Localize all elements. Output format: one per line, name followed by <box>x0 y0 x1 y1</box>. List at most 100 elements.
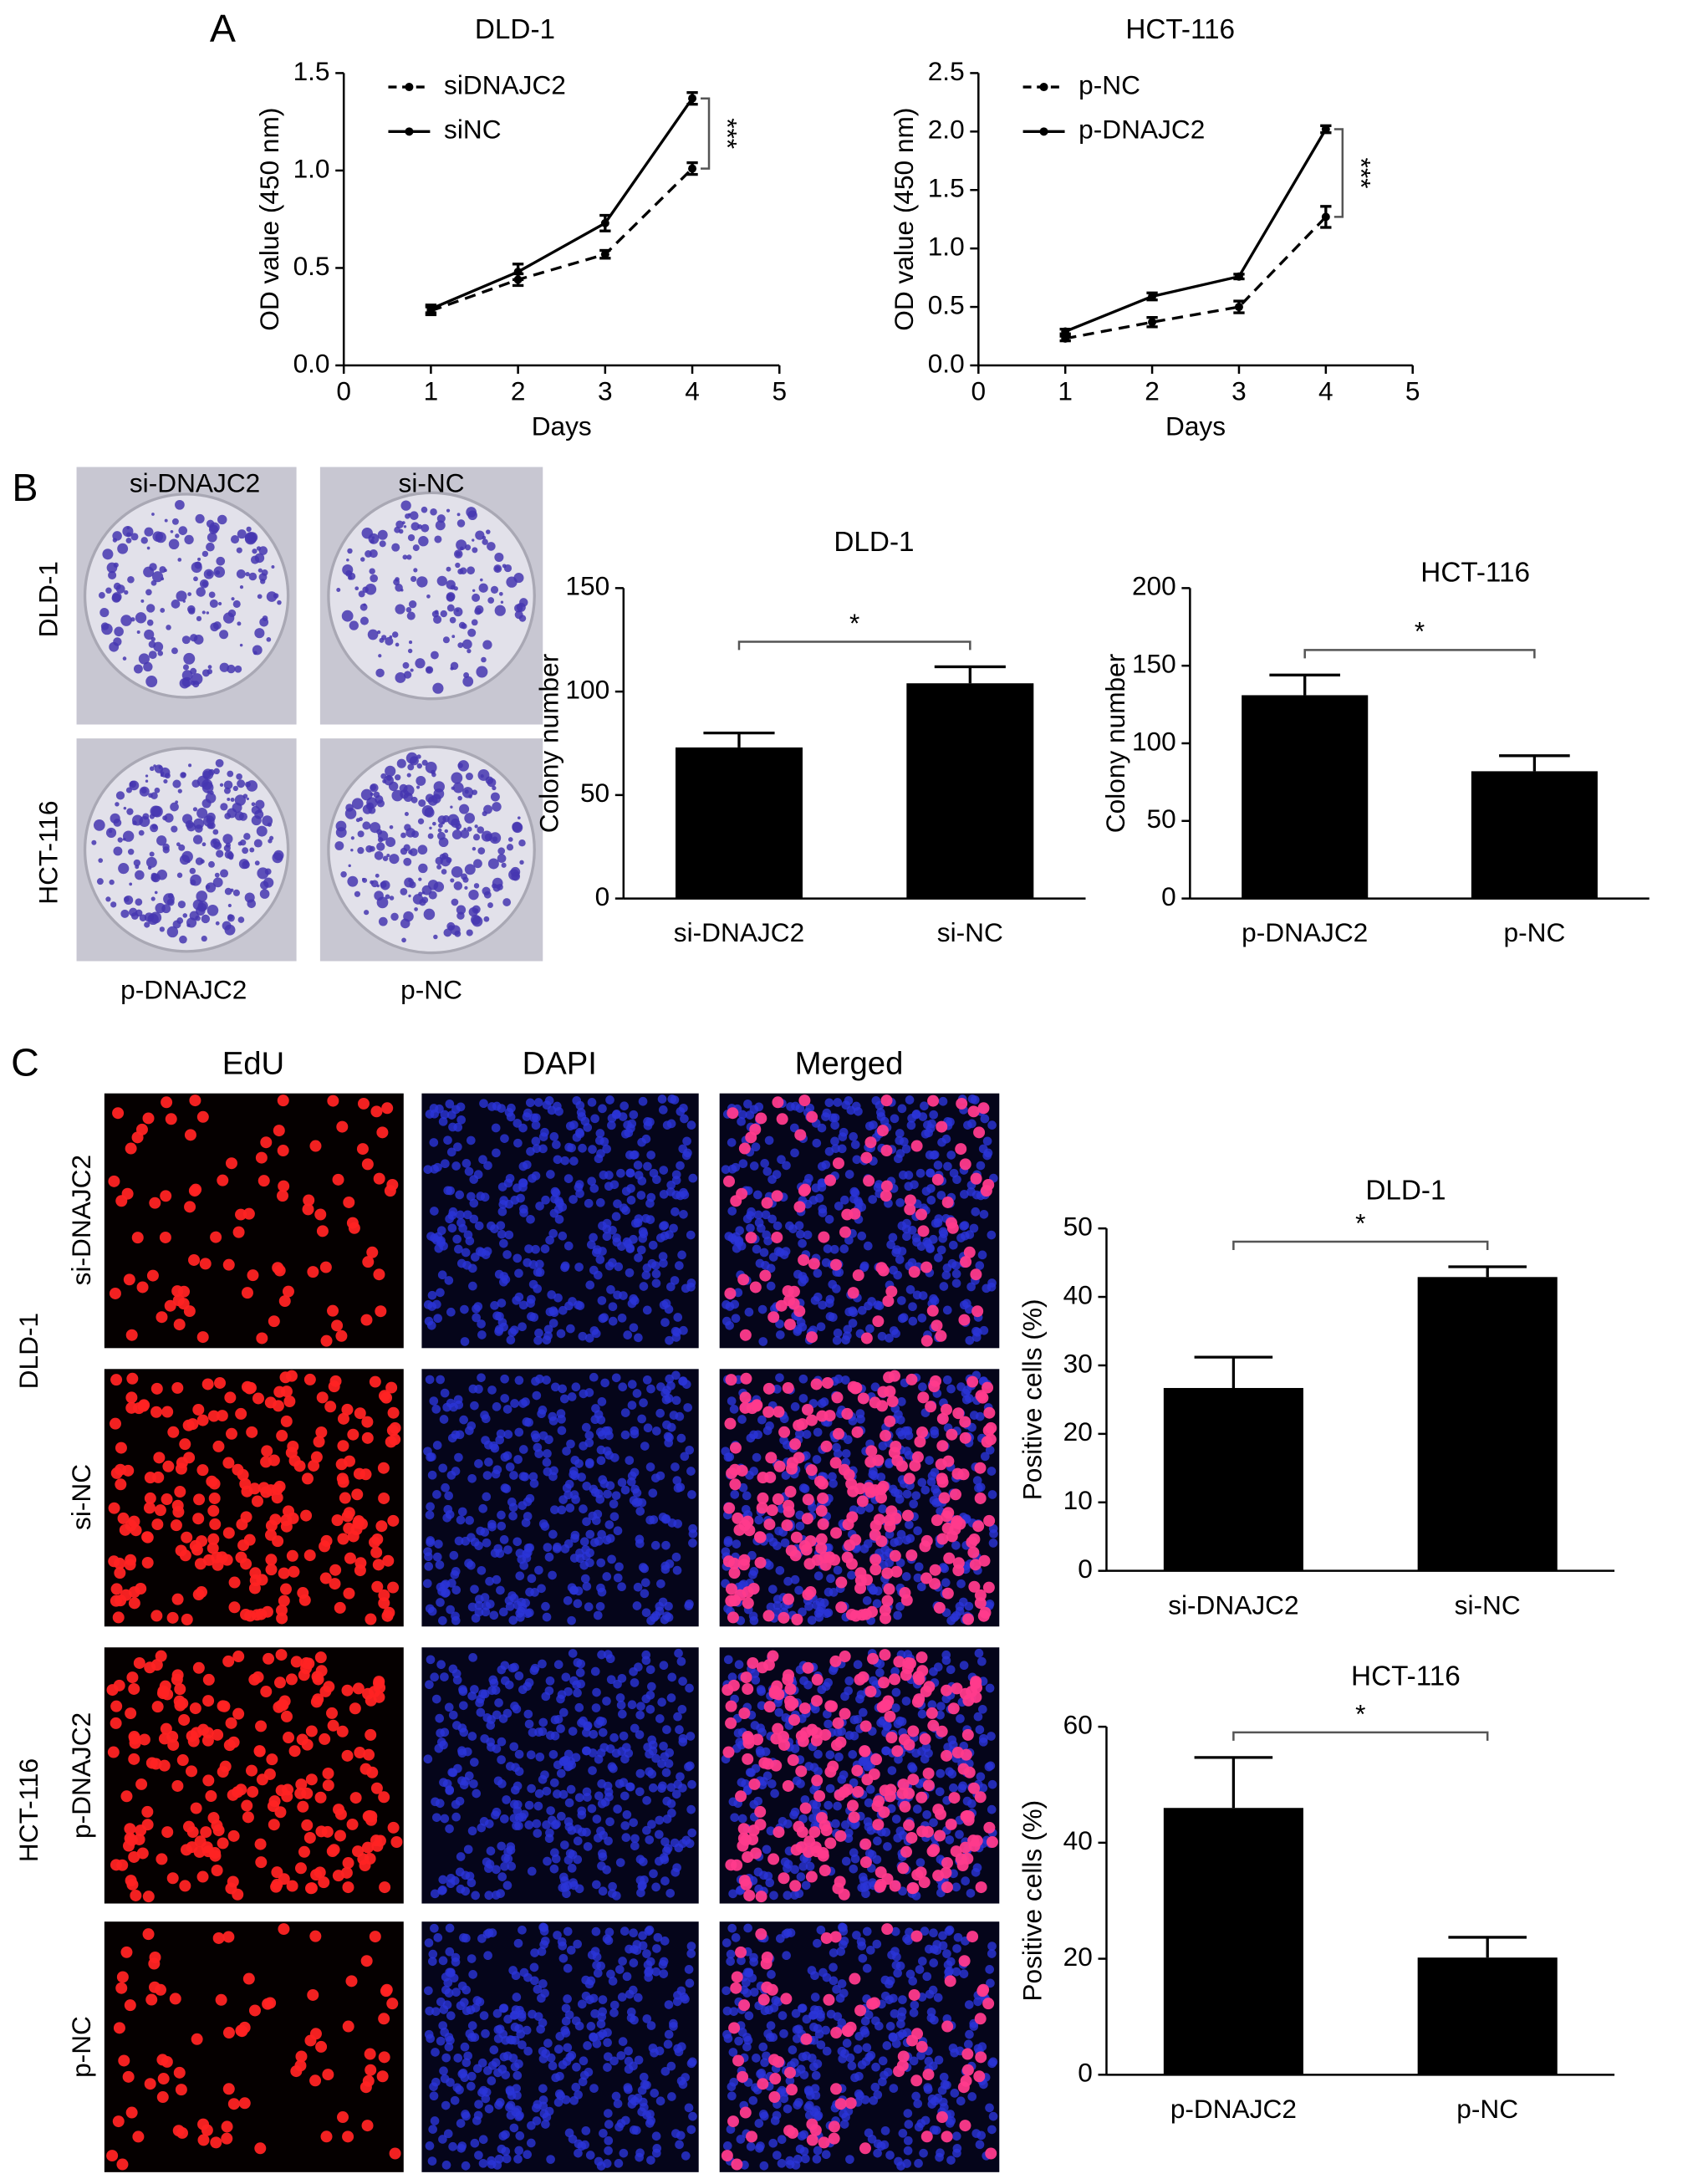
nucleus <box>492 1744 502 1753</box>
edu-cell <box>881 1595 894 1607</box>
edu-cell <box>319 1261 332 1273</box>
nucleus <box>519 1208 528 1217</box>
nucleus <box>447 1433 457 1443</box>
colony <box>437 828 442 833</box>
nucleus <box>685 1445 694 1455</box>
colony <box>113 562 119 568</box>
nucleus <box>543 1543 553 1552</box>
edu-cell <box>255 1856 268 1869</box>
nucleus <box>594 1135 604 1146</box>
nucleus <box>458 1223 467 1233</box>
nucleus <box>538 1774 548 1784</box>
edu-cell <box>889 1370 901 1382</box>
edu-cell <box>316 1225 329 1237</box>
nucleus <box>473 1170 483 1179</box>
nucleus <box>665 1888 675 1898</box>
edu-cell <box>725 1717 737 1729</box>
edu-cell <box>342 2020 354 2033</box>
edu-cell <box>339 1492 351 1504</box>
colony <box>223 845 231 852</box>
colony <box>403 911 414 922</box>
edu-cell <box>798 1702 811 1715</box>
nucleus <box>578 1331 588 1341</box>
edu-cell <box>841 1407 854 1420</box>
colony <box>175 800 179 804</box>
nucleus <box>467 1878 477 1887</box>
nucleus <box>611 1491 621 1500</box>
edu-cell <box>387 1406 400 1419</box>
edu-cell <box>794 1129 807 1141</box>
edu-cell <box>981 1436 993 1448</box>
colony <box>402 661 410 669</box>
nucleus <box>619 1203 629 1213</box>
colony <box>430 508 437 516</box>
nucleus <box>543 1324 553 1334</box>
edu-cell <box>907 1725 920 1738</box>
nucleus <box>768 1537 778 1547</box>
edu-cell <box>314 1208 327 1221</box>
nucleus <box>431 2048 440 2057</box>
colony <box>371 536 375 539</box>
nucleus <box>929 1496 939 1505</box>
colony <box>213 841 222 850</box>
nucleus <box>816 2040 826 2049</box>
edu-cell <box>207 1504 220 1517</box>
edu-cell <box>385 1381 398 1394</box>
edu-cell <box>813 1790 826 1803</box>
colony <box>150 636 156 642</box>
colony <box>149 563 157 571</box>
edu-cell <box>307 1266 319 1278</box>
nucleus <box>542 1375 551 1385</box>
nucleus <box>746 1211 755 1220</box>
edu-cell <box>782 1285 794 1298</box>
nucleus <box>468 1281 477 1291</box>
nucleus <box>566 1784 576 1794</box>
edu-cell <box>164 1299 176 1312</box>
edu-cell <box>883 1583 895 1595</box>
edu-cell <box>263 1652 275 1665</box>
nucleus <box>939 1282 949 1291</box>
edu-cell <box>161 1493 173 1505</box>
nucleus <box>541 2120 550 2129</box>
edu-cell <box>132 2130 145 2143</box>
colony <box>376 842 385 851</box>
nucleus <box>527 1574 537 1584</box>
edu-cell <box>970 1691 982 1703</box>
edu-cell <box>113 2022 125 2034</box>
nucleus <box>749 1615 759 1625</box>
nucleus <box>620 1821 630 1830</box>
nucleus <box>426 2033 435 2044</box>
nucleus <box>941 1656 951 1666</box>
colony <box>474 824 478 829</box>
edu-cell <box>378 1492 390 1504</box>
edu-cell <box>293 1460 306 1472</box>
nucleus <box>848 1306 858 1315</box>
edu-cell <box>361 1158 374 1171</box>
nucleus <box>493 1776 503 1786</box>
edu-cell <box>239 1477 252 1490</box>
edu-cell <box>241 1287 253 1299</box>
edu-cell <box>273 1701 285 1713</box>
nucleus <box>586 1240 596 1249</box>
nucleus <box>766 1281 776 1291</box>
nucleus <box>515 1571 525 1581</box>
colony <box>438 837 449 848</box>
edu-cell <box>772 1096 784 1109</box>
nucleus <box>451 1812 461 1822</box>
edu-cell <box>285 1370 298 1382</box>
edu-cell <box>389 1421 401 1434</box>
nucleus <box>452 1234 461 1244</box>
nucleus <box>732 1539 742 1549</box>
nucleus <box>596 1558 606 1568</box>
nucleus <box>899 1313 909 1323</box>
edu-cell <box>941 1196 954 1208</box>
colony <box>108 570 117 580</box>
edu-cell <box>983 1406 996 1419</box>
nucleus <box>811 2070 821 2080</box>
edu-cell <box>125 1391 138 1404</box>
colony <box>412 894 424 905</box>
nucleus <box>687 1779 696 1789</box>
edu-cell <box>378 2013 390 2025</box>
nucleus <box>667 1672 677 1682</box>
nucleus <box>936 1191 946 1200</box>
